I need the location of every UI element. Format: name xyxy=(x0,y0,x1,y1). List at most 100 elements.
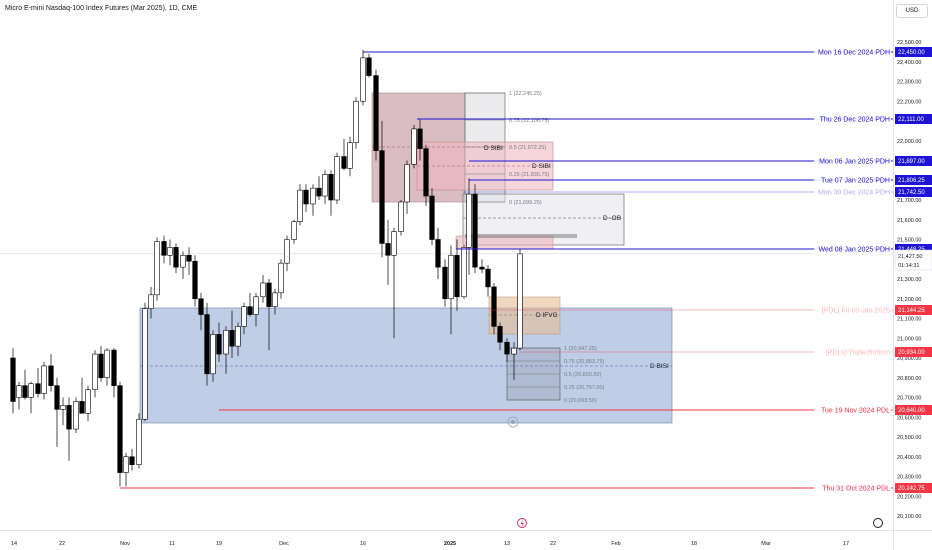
level-price-tag-bg xyxy=(895,405,932,415)
candle-up xyxy=(511,347,517,355)
candlestick-chart[interactable]: 1 (22,245.25) 0.75 (22,108.75) 0.5 (21,972… xyxy=(0,0,893,530)
ob-strip xyxy=(465,234,577,238)
candle-down xyxy=(216,333,222,355)
sibi-label-1: D SIBI xyxy=(484,145,503,152)
candle-up xyxy=(16,385,22,398)
fib-lower-label: 1 (20,947.25) xyxy=(564,346,597,352)
level-price-tag-bg xyxy=(895,175,932,185)
time-tick: Dec xyxy=(279,541,289,547)
chart-canvas[interactable]: 1 (22,245.25) 0.75 (22,108.75) 0.5 (21,972… xyxy=(0,0,893,530)
level-label: Mon 06 Jan 2025 PDH xyxy=(819,159,890,166)
level-price-tag: 20,242.75 xyxy=(898,486,925,492)
candle-up xyxy=(92,353,98,390)
price-tick: 20,600.00 xyxy=(897,415,921,421)
level-label: Thu 26 Dec 2024 PDH xyxy=(820,117,890,124)
candle-up xyxy=(310,187,316,205)
level-label-bg xyxy=(814,156,891,166)
candle-up xyxy=(241,306,247,327)
candle-up xyxy=(398,201,404,232)
symbol-title[interactable]: Micro E-mini Nasdaq-100 Index Futures (M… xyxy=(5,5,198,12)
candle-up xyxy=(291,221,297,240)
candle-down xyxy=(341,156,347,169)
price-tick: 20,700.00 xyxy=(897,396,921,402)
price-tick: 21,600.00 xyxy=(897,218,921,224)
candle-up xyxy=(272,292,278,307)
time-tick: 19 xyxy=(216,541,222,547)
candle-down xyxy=(491,286,497,327)
level-label: Wed 08 Jan 2025 PDH xyxy=(819,247,890,254)
time-tick: 11 xyxy=(169,541,175,547)
sibi-label-2: D SIBI xyxy=(532,163,551,170)
candle-down xyxy=(192,260,198,300)
candle-down xyxy=(10,357,16,402)
candle-up xyxy=(167,247,173,256)
level-price-tag-bg xyxy=(895,47,932,57)
level-price-tag: 20,640.00 xyxy=(898,408,925,414)
candle-up xyxy=(136,418,142,465)
candle-up xyxy=(60,405,66,410)
candle-down xyxy=(117,385,123,473)
price-tick: 21,200.00 xyxy=(897,297,921,303)
fib-lower-label: 0.25 (20,757.00) xyxy=(564,385,605,391)
candle-down xyxy=(266,282,272,307)
time-tick: 16 xyxy=(360,541,366,547)
currency-button[interactable]: USD xyxy=(896,4,928,18)
level-label-bg xyxy=(814,244,891,254)
bisi-label: D BISI xyxy=(650,363,669,370)
candle-up xyxy=(404,164,410,203)
fib-upper-label: 0.5 (21,972.25) xyxy=(509,145,546,151)
level-label: [PDLs] Triple Bottom xyxy=(826,350,890,357)
price-tick: 21,500.00 xyxy=(897,238,921,244)
candle-down xyxy=(328,174,334,201)
price-scale[interactable]: 22,500.00 22,400.00 22,300.00 22,200.00 22,1… xyxy=(893,0,932,530)
candle-down xyxy=(79,401,85,414)
candle-up xyxy=(466,193,472,248)
candle-up xyxy=(411,128,417,165)
candle-down xyxy=(111,349,117,386)
level-price-tag: 22,111.00 xyxy=(898,117,924,123)
price-tick: 20,800.00 xyxy=(897,376,921,382)
price-tick: 21,300.00 xyxy=(897,277,921,283)
time-axis[interactable]: 14 22 Nov 11 19 Dec 16 2025 13 22 Feb 18 Mar 17 xyxy=(0,530,893,550)
candle-up xyxy=(154,241,160,296)
candle-up xyxy=(322,174,328,197)
candle-down xyxy=(429,195,435,240)
price-tick: 21,000.00 xyxy=(897,336,921,342)
current-price-bg xyxy=(894,249,932,271)
lightning-glyph xyxy=(520,520,524,527)
candle-down xyxy=(435,239,441,268)
level-label: Mon 30 Dec 2024 PDH xyxy=(818,190,890,197)
candle-up xyxy=(210,333,216,375)
candle-up xyxy=(85,389,91,414)
candle-down xyxy=(247,306,253,315)
candle-up xyxy=(28,383,34,398)
fib-upper-label: 0.25 (21,835.75) xyxy=(509,172,550,178)
level-label: Mon 16 Dec 2024 PDH xyxy=(818,50,890,57)
price-tick: 20,900.00 xyxy=(897,356,921,362)
level-label-bg xyxy=(814,483,891,493)
candle-up xyxy=(73,401,79,430)
candle-down xyxy=(379,150,385,244)
time-tick: Nov xyxy=(120,541,130,547)
time-tick: Feb xyxy=(611,541,620,547)
candle-down xyxy=(129,456,135,465)
ifvg-zone xyxy=(488,296,561,335)
candle-down xyxy=(366,57,372,76)
ob-label: D -OB xyxy=(603,215,621,222)
candle-up xyxy=(461,247,467,298)
time-axis-labels: 14 22 Nov 11 19 Dec 16 2025 13 22 Feb 18 Mar 17 xyxy=(11,541,849,547)
candle-down xyxy=(504,341,510,355)
price-tick: 22,000.00 xyxy=(897,139,921,145)
axis-corner xyxy=(893,530,932,550)
fib-upper-label: 0.75 (22,108.75) xyxy=(509,118,550,124)
price-tick: 20,100.00 xyxy=(897,514,921,520)
candle-down xyxy=(22,385,28,398)
candle-up xyxy=(223,330,229,355)
fib-lower-label: 0.75 (20,883.75) xyxy=(564,359,605,365)
time-tick: 2025 xyxy=(444,541,456,547)
current-price-countdown: 01:14:31 xyxy=(898,263,919,269)
candle-up xyxy=(142,308,148,420)
current-price-value: 21,427.50 xyxy=(898,254,922,260)
level-label: Tue 07 Jan 2025 PDH xyxy=(821,178,890,185)
level-price-tag: 21,742.50 xyxy=(898,190,925,196)
